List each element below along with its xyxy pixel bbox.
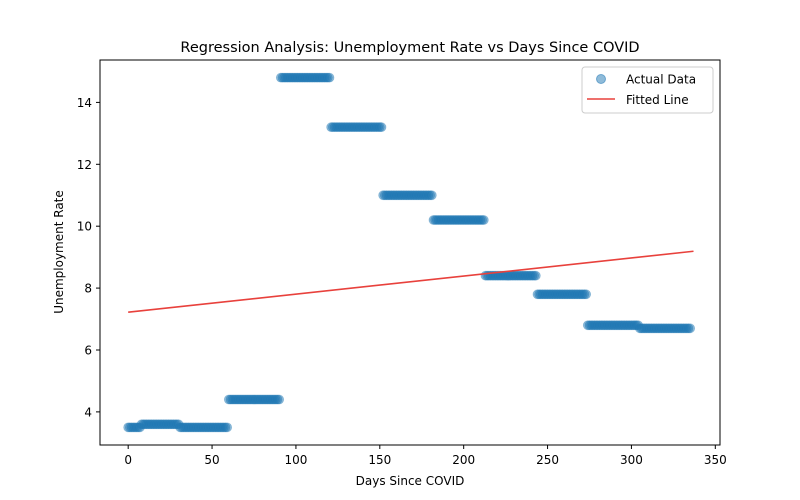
plot-frame bbox=[99, 59, 721, 446]
x-tick-label: 300 bbox=[620, 453, 643, 467]
scatter-point bbox=[478, 215, 489, 225]
scatter-point bbox=[581, 289, 592, 300]
scatter-point bbox=[324, 72, 335, 83]
scatter-point bbox=[376, 122, 387, 133]
y-tick-label: 10 bbox=[77, 220, 92, 234]
legend: Actual Data Fitted Line bbox=[581, 66, 714, 114]
x-tick-label: 150 bbox=[368, 453, 391, 467]
axes-layer: 0 50 100 150 200 250 300 350 4 6 8 10 12 14 bbox=[77, 59, 727, 467]
scatter-points bbox=[123, 72, 696, 433]
chart-title: Regression Analysis: Unemployment Rate v… bbox=[180, 40, 639, 56]
x-tick-label: 0 bbox=[124, 453, 132, 467]
scatter-point bbox=[222, 422, 233, 433]
legend-label-actual-data: Actual Data bbox=[626, 73, 696, 87]
x-tick-label: 350 bbox=[704, 453, 727, 467]
y-tick-label: 12 bbox=[77, 158, 92, 172]
scatter-point bbox=[685, 323, 696, 334]
scatter-point bbox=[530, 270, 541, 281]
y-tick-label: 8 bbox=[84, 282, 92, 296]
legend-frame bbox=[581, 66, 714, 114]
y-axis-title: Unemployment Rate bbox=[52, 190, 66, 314]
x-axis-title: Days Since COVID bbox=[356, 474, 465, 488]
data-layer bbox=[123, 72, 696, 433]
y-tick-label: 6 bbox=[84, 343, 92, 357]
x-tick-label: 250 bbox=[536, 453, 559, 467]
scatter-point bbox=[426, 190, 437, 201]
fitted-line bbox=[128, 250, 694, 314]
y-tick-label: 4 bbox=[84, 405, 92, 419]
x-tick-label: 100 bbox=[284, 453, 307, 467]
x-tick-label: 50 bbox=[204, 453, 219, 467]
y-tick-label: 14 bbox=[77, 96, 92, 110]
legend-marker-actual-data bbox=[596, 74, 606, 84]
legend-label-fitted-line: Fitted Line bbox=[626, 93, 689, 107]
x-tick-label: 200 bbox=[452, 453, 475, 467]
scatter-point bbox=[274, 394, 285, 405]
